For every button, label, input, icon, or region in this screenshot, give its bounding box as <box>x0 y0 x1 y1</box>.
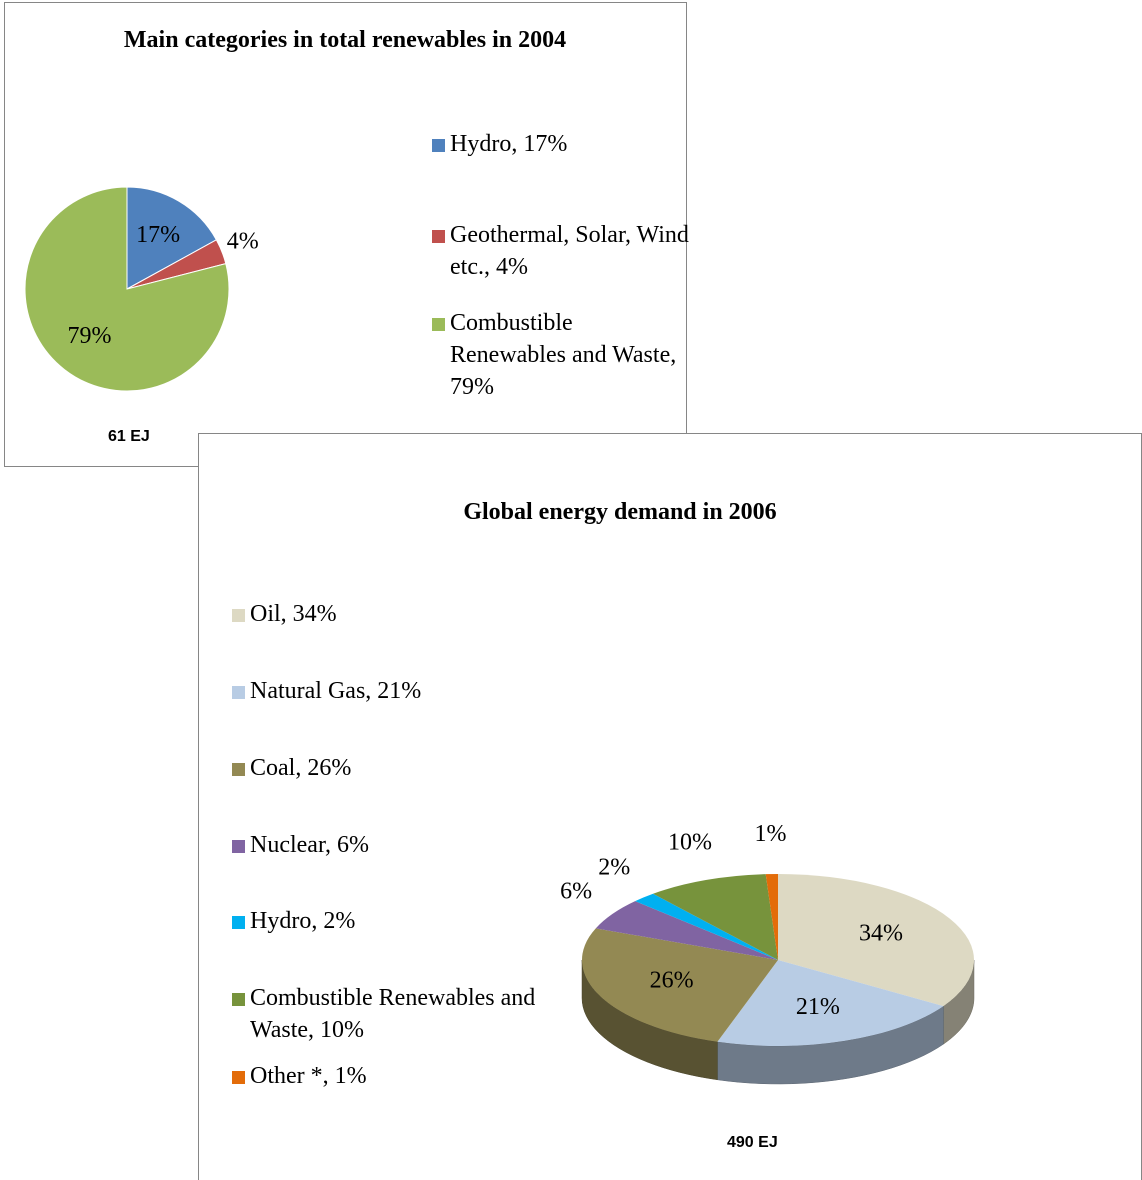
pie-slice <box>778 874 975 1007</box>
legend-label: Hydro, 2% <box>250 908 356 934</box>
pie-slice <box>24 186 230 392</box>
data-label: 17% <box>136 222 180 248</box>
legend-entry: Other *, 1% <box>232 1060 580 1092</box>
legend-swatch <box>232 916 245 929</box>
chart-title: Global energy demand in 2006 <box>463 499 777 525</box>
data-label: 26% <box>650 967 694 993</box>
legend-entry: Natural Gas, 21% <box>232 675 580 707</box>
data-label: 10% <box>668 830 712 856</box>
data-label: 4% <box>227 229 259 255</box>
data-label: 21% <box>796 994 840 1020</box>
legend-swatch <box>232 993 245 1006</box>
data-label: 1% <box>754 821 786 847</box>
legend-entry: Hydro, 2% <box>232 905 580 937</box>
data-label: 34% <box>859 921 903 947</box>
data-label: 2% <box>598 855 630 881</box>
annotation: 490 EJ <box>727 1134 778 1151</box>
annotation: 61 EJ <box>108 428 150 445</box>
legend-label: Geothermal, Solar, Wind etc., 4% <box>450 222 689 280</box>
data-label: 79% <box>67 323 111 349</box>
legend-swatch <box>232 686 245 699</box>
pie-slice <box>765 874 778 960</box>
legend-swatch <box>232 763 245 776</box>
legend-swatch <box>432 318 445 331</box>
legend-entry: Combustible Renewables and Waste, 79% <box>432 307 690 403</box>
pie-slice <box>582 928 778 1042</box>
legend-label: Combustible Renewables and Waste, 10% <box>250 985 536 1043</box>
pie-slice <box>717 960 944 1046</box>
pie-slice <box>653 874 778 960</box>
chart-title: Main categories in total renewables in 2… <box>123 27 567 53</box>
legend-label: Combustible Renewables and Waste, 79% <box>450 310 677 400</box>
legend-entry: Nuclear, 6% <box>232 829 580 861</box>
legend-label: Other *, 1% <box>250 1063 367 1089</box>
legend-swatch <box>432 230 445 243</box>
legend-label: Hydro, 17% <box>450 131 568 157</box>
legend-entry: Hydro, 17% <box>432 128 690 160</box>
legend-label: Oil, 34% <box>250 601 337 627</box>
legend-swatch <box>432 139 445 152</box>
legend-entry: Geothermal, Solar, Wind etc., 4% <box>432 219 690 283</box>
legend-swatch <box>232 1071 245 1084</box>
pie-slice <box>126 186 218 290</box>
legend-label: Coal, 26% <box>250 755 352 781</box>
pie-slice <box>635 893 778 960</box>
data-label: 6% <box>560 879 592 905</box>
legend-swatch <box>232 609 245 622</box>
legend-swatch <box>232 840 245 853</box>
legend-entry: Oil, 34% <box>232 598 580 630</box>
legend-entry: Coal, 26% <box>232 752 580 784</box>
legend-label: Nuclear, 6% <box>250 832 369 858</box>
legend-label: Natural Gas, 21% <box>250 678 422 704</box>
legend-entry: Combustible Renewables and Waste, 10% <box>232 982 580 1046</box>
pie-slice <box>595 901 778 960</box>
